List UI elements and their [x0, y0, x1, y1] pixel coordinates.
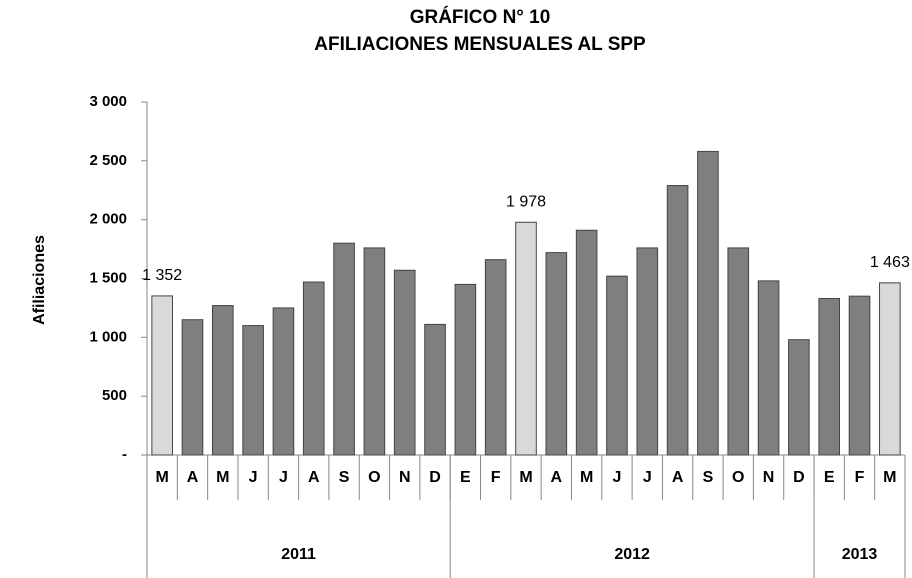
bar: [181, 319, 204, 456]
y-tick-label: 2 500: [89, 152, 127, 169]
bar: [151, 295, 173, 456]
x-tick-label: M: [216, 469, 229, 486]
chart-title: GRÁFICO N° 10: [410, 6, 551, 28]
x-tick-label: E: [824, 469, 835, 486]
y-axis-label: Afiliaciones: [31, 235, 48, 325]
x-tick-label: A: [187, 469, 199, 486]
x-tick-label: J: [279, 469, 288, 486]
x-tick-label: A: [308, 469, 320, 486]
x-tick-label: D: [429, 469, 441, 486]
group-label: 2011: [281, 546, 316, 563]
bar: [636, 247, 659, 456]
x-tick-label: S: [703, 469, 714, 486]
bar: [363, 247, 386, 456]
bar: [333, 242, 355, 456]
x-tick-label: J: [249, 469, 258, 486]
x-tick-label: F: [491, 469, 501, 486]
x-tick-label: F: [855, 469, 865, 486]
bar: [424, 323, 446, 456]
bar: [697, 150, 719, 456]
x-tick-label: M: [580, 469, 593, 486]
bar: [515, 221, 537, 456]
bar: [454, 283, 477, 456]
x-tick-label: O: [732, 469, 744, 486]
bar: [302, 281, 325, 456]
chart-title: AFILIACIONES MENSUALES AL SPP: [314, 34, 646, 55]
bar: [606, 275, 628, 456]
x-tick-label: A: [551, 469, 563, 486]
y-tick-label: -: [122, 446, 127, 463]
y-tick-label: 500: [102, 387, 127, 404]
bar: [818, 298, 841, 456]
y-tick-label: 3 000: [89, 93, 127, 110]
bar: [879, 282, 901, 456]
x-tick-label: M: [155, 469, 168, 486]
x-tick-label: M: [883, 469, 896, 486]
x-tick-label: O: [368, 469, 380, 486]
bar: [848, 295, 871, 456]
bar: [242, 325, 264, 456]
bar: [666, 185, 689, 456]
y-tick-label: 1 500: [89, 269, 127, 286]
bar: [484, 259, 507, 456]
x-tick-label: A: [672, 469, 684, 486]
x-tick-label: D: [793, 469, 805, 486]
x-tick-label: E: [460, 469, 471, 486]
bar: [757, 280, 780, 456]
bar: [272, 307, 295, 456]
x-tick-label: S: [339, 469, 350, 486]
group-label: 2012: [614, 546, 650, 563]
x-tick-label: N: [399, 469, 411, 486]
bar: [211, 305, 234, 456]
y-tick-label: 1 000: [89, 328, 127, 345]
data-label: 1 463: [870, 254, 910, 271]
bar: [393, 269, 416, 456]
x-tick-label: N: [763, 469, 775, 486]
group-label: 2013: [842, 546, 878, 563]
bar: [788, 339, 810, 456]
x-tick-label: M: [519, 469, 532, 486]
bar: [545, 252, 568, 456]
bar: [727, 247, 750, 456]
data-label: 1 352: [142, 267, 182, 284]
bar: [575, 229, 598, 456]
x-tick-label: J: [643, 469, 652, 486]
y-tick-label: 2 000: [89, 211, 127, 228]
x-tick-label: J: [613, 469, 622, 486]
data-label: 1 978: [506, 193, 546, 210]
